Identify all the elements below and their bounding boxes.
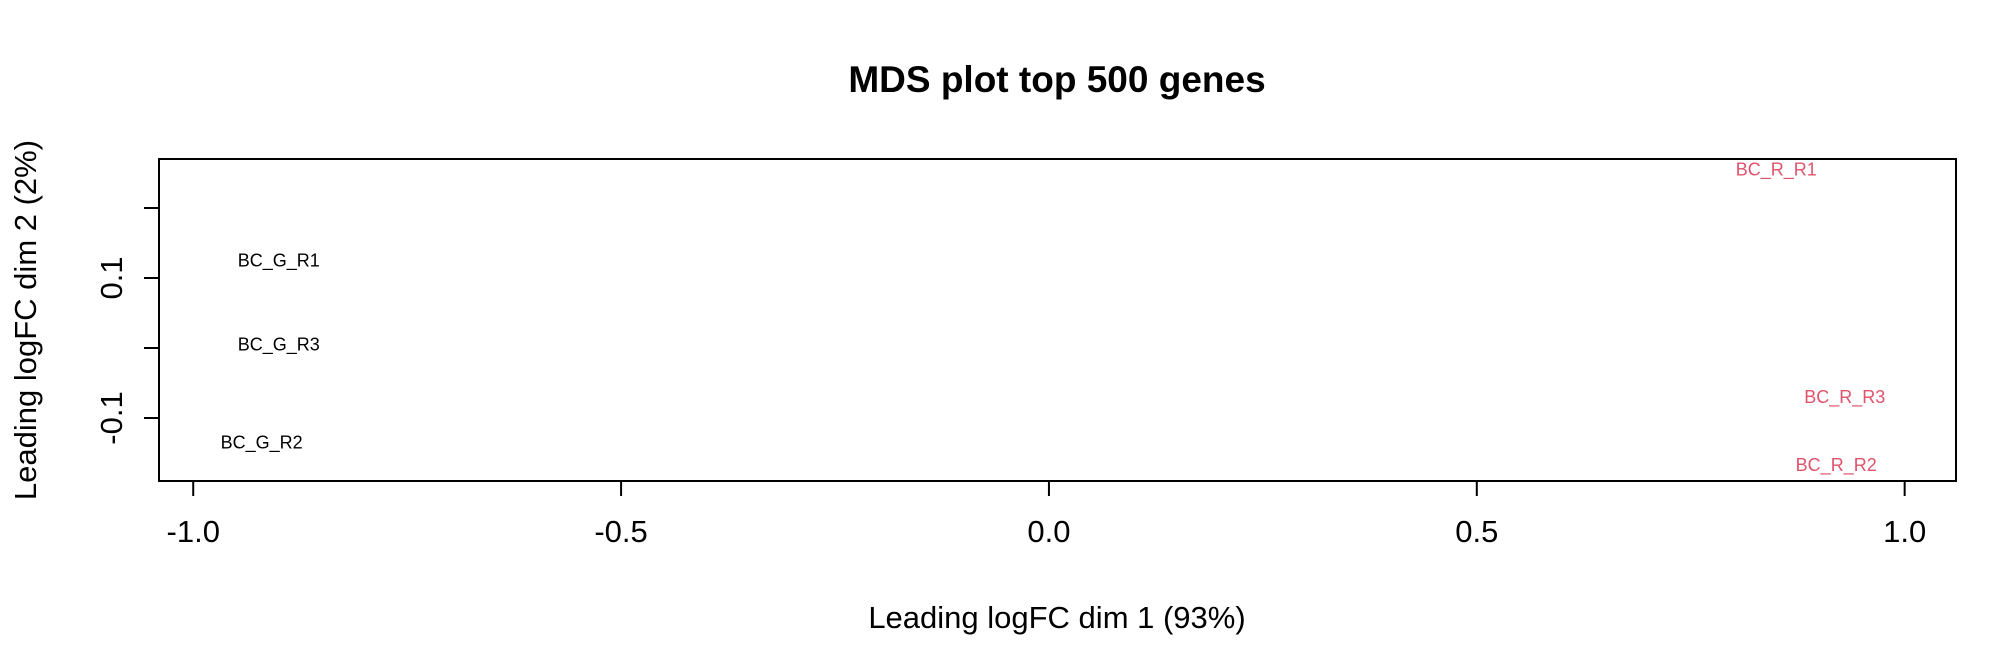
y-tick-label: -0.1 [94, 391, 129, 444]
plot-frame [158, 158, 1957, 482]
point-label: BC_R_R1 [1736, 160, 1817, 181]
data-points: BC_G_R1 BC_G_R3 BC_G_R2 BC_R_R1 BC_R_R3 BC_R_… [221, 160, 1886, 476]
x-tick-label: -1.0 [167, 514, 220, 549]
x-tick-label: 1.0 [1883, 514, 1926, 549]
y-tick-label: 0.1 [94, 256, 129, 299]
chart-title: MDS plot top 500 genes [848, 59, 1265, 100]
point-label: BC_R_R3 [1804, 387, 1885, 408]
x-tick-label: -0.5 [594, 514, 647, 549]
x-axis-label: Leading logFC dim 1 (93%) [868, 600, 1245, 635]
x-tick-label: 0.0 [1027, 514, 1070, 549]
x-tick-label: 0.5 [1455, 514, 1498, 549]
point-label: BC_G_R3 [238, 335, 320, 356]
point-label: BC_G_R1 [238, 251, 320, 272]
y-axis: -0.1 0.1 [94, 207, 159, 445]
point-label: BC_G_R2 [221, 433, 303, 454]
x-axis: -1.0 -0.5 0.0 0.5 1.0 [167, 481, 1926, 549]
y-axis-label: Leading logFC dim 2 (2%) [8, 140, 43, 500]
point-label: BC_R_R2 [1796, 455, 1877, 476]
